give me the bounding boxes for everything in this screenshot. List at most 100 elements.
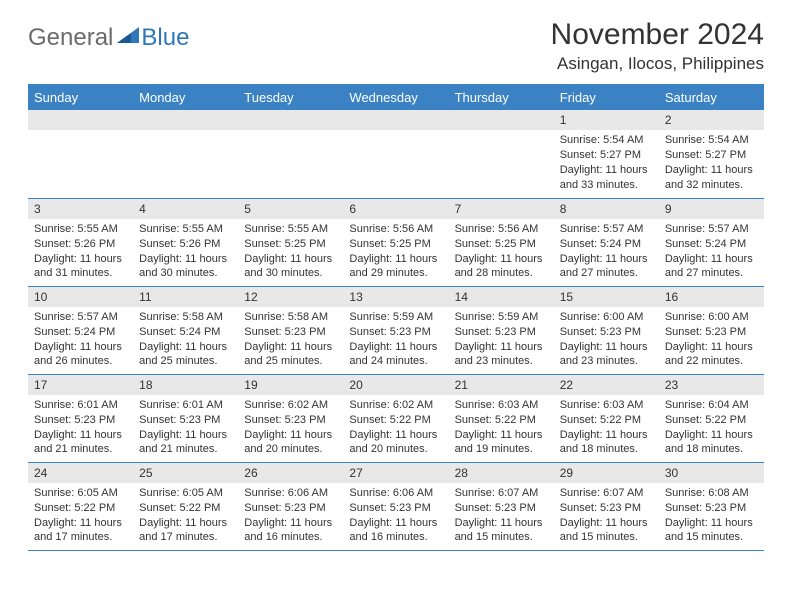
day-details: Sunrise: 5:54 AMSunset: 5:27 PMDaylight:… — [659, 130, 764, 196]
sunset-text: Sunset: 5:27 PM — [560, 148, 653, 163]
daylight-text: Daylight: 11 hours and 15 minutes. — [455, 516, 548, 546]
sunrise-text: Sunrise: 5:56 AM — [349, 222, 442, 237]
location-subtitle: Asingan, Ilocos, Philippines — [551, 54, 764, 74]
daylight-text: Daylight: 11 hours and 24 minutes. — [349, 340, 442, 370]
sunset-text: Sunset: 5:24 PM — [665, 237, 758, 252]
sunset-text: Sunset: 5:26 PM — [139, 237, 232, 252]
calendar-day-cell: 21Sunrise: 6:03 AMSunset: 5:22 PMDayligh… — [449, 374, 554, 462]
daylight-text: Daylight: 11 hours and 25 minutes. — [244, 340, 337, 370]
day-header: Tuesday — [238, 85, 343, 111]
day-header: Monday — [133, 85, 238, 111]
day-details: Sunrise: 5:58 AMSunset: 5:23 PMDaylight:… — [238, 307, 343, 373]
day-number: 14 — [449, 287, 554, 307]
day-number: 8 — [554, 199, 659, 219]
calendar-day-cell: 15Sunrise: 6:00 AMSunset: 5:23 PMDayligh… — [554, 286, 659, 374]
daylight-text: Daylight: 11 hours and 22 minutes. — [665, 340, 758, 370]
daylight-text: Daylight: 11 hours and 15 minutes. — [665, 516, 758, 546]
day-number: 27 — [343, 463, 448, 483]
day-number: 28 — [449, 463, 554, 483]
sunset-text: Sunset: 5:23 PM — [560, 325, 653, 340]
day-details: Sunrise: 6:01 AMSunset: 5:23 PMDaylight:… — [133, 395, 238, 461]
daylight-text: Daylight: 11 hours and 27 minutes. — [665, 252, 758, 282]
daylight-text: Daylight: 11 hours and 18 minutes. — [665, 428, 758, 458]
calendar-day-cell: 23Sunrise: 6:04 AMSunset: 5:22 PMDayligh… — [659, 374, 764, 462]
day-number: 18 — [133, 375, 238, 395]
day-number — [343, 110, 448, 130]
sunset-text: Sunset: 5:27 PM — [665, 148, 758, 163]
sunset-text: Sunset: 5:23 PM — [244, 325, 337, 340]
daylight-text: Daylight: 11 hours and 17 minutes. — [139, 516, 232, 546]
calendar-day-cell — [133, 110, 238, 198]
calendar-day-cell: 17Sunrise: 6:01 AMSunset: 5:23 PMDayligh… — [28, 374, 133, 462]
day-details: Sunrise: 6:01 AMSunset: 5:23 PMDaylight:… — [28, 395, 133, 461]
day-details: Sunrise: 5:59 AMSunset: 5:23 PMDaylight:… — [449, 307, 554, 373]
day-number: 3 — [28, 199, 133, 219]
sunrise-text: Sunrise: 6:06 AM — [244, 486, 337, 501]
calendar-day-cell — [449, 110, 554, 198]
daylight-text: Daylight: 11 hours and 20 minutes. — [349, 428, 442, 458]
daylight-text: Daylight: 11 hours and 26 minutes. — [34, 340, 127, 370]
day-details: Sunrise: 5:55 AMSunset: 5:26 PMDaylight:… — [133, 219, 238, 285]
day-number: 7 — [449, 199, 554, 219]
sunrise-text: Sunrise: 6:03 AM — [560, 398, 653, 413]
sunrise-text: Sunrise: 5:57 AM — [560, 222, 653, 237]
day-number: 2 — [659, 110, 764, 130]
day-details: Sunrise: 6:00 AMSunset: 5:23 PMDaylight:… — [659, 307, 764, 373]
day-details: Sunrise: 6:04 AMSunset: 5:22 PMDaylight:… — [659, 395, 764, 461]
day-details: Sunrise: 6:06 AMSunset: 5:23 PMDaylight:… — [238, 483, 343, 549]
day-number: 21 — [449, 375, 554, 395]
day-number: 20 — [343, 375, 448, 395]
logo-text-general: General — [28, 24, 113, 52]
calendar-day-cell: 7Sunrise: 5:56 AMSunset: 5:25 PMDaylight… — [449, 198, 554, 286]
daylight-text: Daylight: 11 hours and 33 minutes. — [560, 163, 653, 193]
calendar-day-cell: 20Sunrise: 6:02 AMSunset: 5:22 PMDayligh… — [343, 374, 448, 462]
calendar-day-cell: 16Sunrise: 6:00 AMSunset: 5:23 PMDayligh… — [659, 286, 764, 374]
sunrise-text: Sunrise: 6:07 AM — [560, 486, 653, 501]
daylight-text: Daylight: 11 hours and 28 minutes. — [455, 252, 548, 282]
day-details: Sunrise: 6:06 AMSunset: 5:23 PMDaylight:… — [343, 483, 448, 549]
logo: General Blue — [28, 24, 189, 52]
calendar-day-cell: 3Sunrise: 5:55 AMSunset: 5:26 PMDaylight… — [28, 198, 133, 286]
day-number: 17 — [28, 375, 133, 395]
day-details: Sunrise: 6:07 AMSunset: 5:23 PMDaylight:… — [554, 483, 659, 549]
sunset-text: Sunset: 5:23 PM — [665, 501, 758, 516]
calendar-day-cell — [343, 110, 448, 198]
title-block: November 2024 Asingan, Ilocos, Philippin… — [551, 18, 764, 74]
sunset-text: Sunset: 5:23 PM — [349, 325, 442, 340]
sunrise-text: Sunrise: 5:57 AM — [34, 310, 127, 325]
day-header: Sunday — [28, 85, 133, 111]
day-details: Sunrise: 6:00 AMSunset: 5:23 PMDaylight:… — [554, 307, 659, 373]
day-number: 29 — [554, 463, 659, 483]
day-number: 4 — [133, 199, 238, 219]
day-number: 23 — [659, 375, 764, 395]
day-number: 11 — [133, 287, 238, 307]
day-header: Thursday — [449, 85, 554, 111]
sunrise-text: Sunrise: 6:05 AM — [139, 486, 232, 501]
calendar-day-cell: 24Sunrise: 6:05 AMSunset: 5:22 PMDayligh… — [28, 462, 133, 550]
calendar-day-cell: 27Sunrise: 6:06 AMSunset: 5:23 PMDayligh… — [343, 462, 448, 550]
sunset-text: Sunset: 5:24 PM — [139, 325, 232, 340]
day-details: Sunrise: 6:02 AMSunset: 5:22 PMDaylight:… — [343, 395, 448, 461]
sunrise-text: Sunrise: 5:58 AM — [244, 310, 337, 325]
day-number: 24 — [28, 463, 133, 483]
day-number: 22 — [554, 375, 659, 395]
day-details: Sunrise: 6:07 AMSunset: 5:23 PMDaylight:… — [449, 483, 554, 549]
day-header: Wednesday — [343, 85, 448, 111]
day-number — [238, 110, 343, 130]
daylight-text: Daylight: 11 hours and 31 minutes. — [34, 252, 127, 282]
sunrise-text: Sunrise: 5:55 AM — [139, 222, 232, 237]
daylight-text: Daylight: 11 hours and 20 minutes. — [244, 428, 337, 458]
sunset-text: Sunset: 5:24 PM — [560, 237, 653, 252]
calendar-header-row: SundayMondayTuesdayWednesdayThursdayFrid… — [28, 85, 764, 111]
sunrise-text: Sunrise: 5:59 AM — [349, 310, 442, 325]
daylight-text: Daylight: 11 hours and 21 minutes. — [139, 428, 232, 458]
daylight-text: Daylight: 11 hours and 21 minutes. — [34, 428, 127, 458]
sunset-text: Sunset: 5:22 PM — [560, 413, 653, 428]
day-number: 6 — [343, 199, 448, 219]
sunset-text: Sunset: 5:23 PM — [139, 413, 232, 428]
daylight-text: Daylight: 11 hours and 25 minutes. — [139, 340, 232, 370]
daylight-text: Daylight: 11 hours and 18 minutes. — [560, 428, 653, 458]
day-header: Saturday — [659, 85, 764, 111]
day-number: 16 — [659, 287, 764, 307]
calendar-week-row: 3Sunrise: 5:55 AMSunset: 5:26 PMDaylight… — [28, 198, 764, 286]
